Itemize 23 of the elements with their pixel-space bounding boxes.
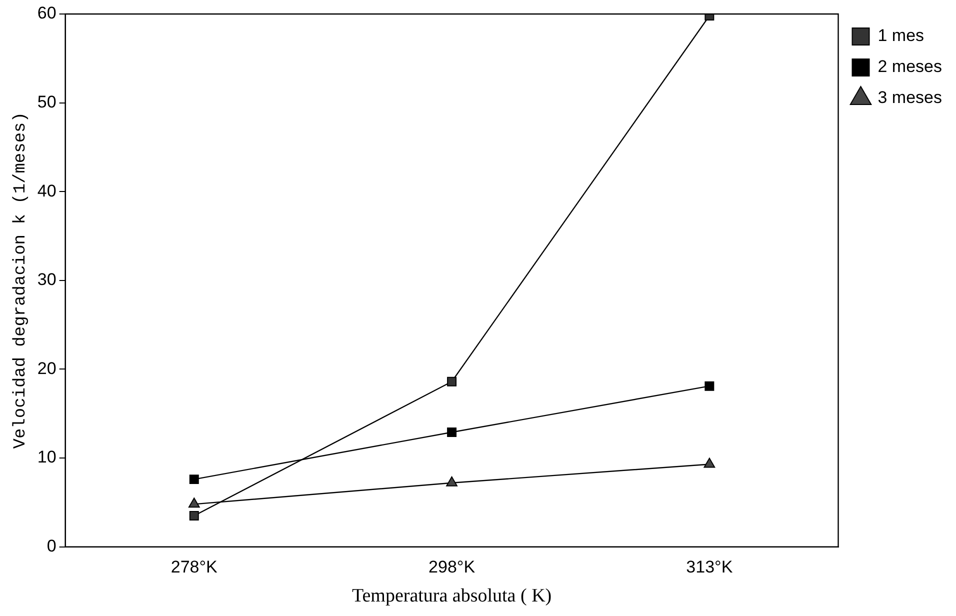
- point: [704, 458, 716, 468]
- y-tick-label: 50: [37, 92, 56, 112]
- x-axis-title: Temperatura absoluta ( K): [352, 586, 552, 607]
- point: [189, 474, 199, 484]
- point: [446, 476, 458, 486]
- point: [189, 510, 199, 520]
- legend-label: 2 meses: [878, 57, 942, 76]
- point: [704, 381, 714, 391]
- y-axis-title: Velocidad degradacion k (1/meses): [12, 112, 31, 449]
- legend-label: 1 mes: [878, 26, 924, 46]
- legend-label: 3 meses: [878, 88, 942, 108]
- y-tick-label: 30: [37, 270, 56, 290]
- point: [447, 376, 457, 386]
- point: [188, 498, 200, 508]
- y-tick-label: 10: [37, 448, 56, 467]
- y-tick-label: 40: [37, 181, 56, 200]
- x-tick-label: 313°K: [686, 558, 734, 577]
- x-tick-label: 298°K: [428, 558, 476, 577]
- y-tick-label: 0: [46, 536, 56, 556]
- point: [447, 428, 457, 437]
- x-tick-label: 278°K: [170, 558, 218, 577]
- y-tick-label: 20: [37, 358, 56, 378]
- y-tick-label: 60: [37, 4, 56, 23]
